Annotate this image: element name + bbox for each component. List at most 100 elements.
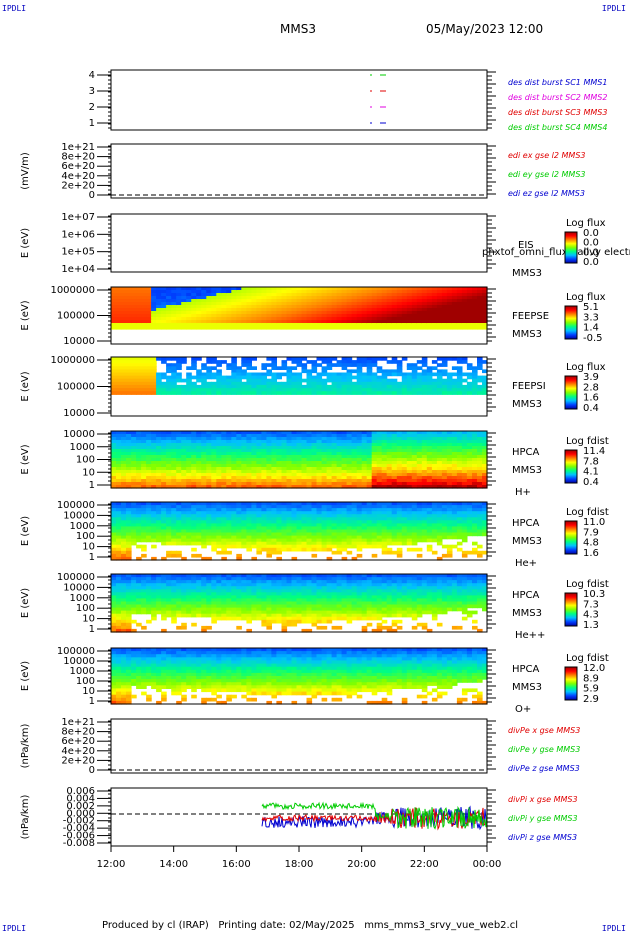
panel-hpca_hepp-colorbar-value: 1.3 <box>583 620 599 631</box>
panel-feepsi-spectrogram <box>111 357 488 395</box>
panel-eis-ytick: 1e+04 <box>61 264 95 275</box>
panel-hpca_o-right-ticks <box>108 649 496 703</box>
panel-eis-ytick: 1e+07 <box>61 212 95 223</box>
footer-credit: Produced by cl (IRAP) Printing date: 02/… <box>102 920 519 931</box>
panel-hpca_o-ytick: 100 <box>76 676 95 687</box>
panel-hpca_o-side-label: HPCA <box>512 664 540 675</box>
panel-hpca_hepp-frame <box>110 573 488 633</box>
panel-feepse-colorbar-title: Log flux <box>566 292 606 303</box>
panel-divpi-legend-item: divPi y gse MMS3 <box>508 814 578 823</box>
panel-feepse-colorbar-value: 3.3 <box>583 312 599 323</box>
panel-hpca_o-ytick: 1 <box>89 696 95 707</box>
panel-eis-mms: MMS3 <box>512 268 542 279</box>
panel-hpca_h-spectrogram <box>111 431 488 489</box>
panel-edi-ytick: 1e+21 <box>61 142 95 153</box>
panel-hpca_h-colorbar-value: 7.8 <box>583 456 599 467</box>
panel-divpe-ylabel: (nPa/km) <box>20 724 31 769</box>
panel-edi-right-ticks <box>108 145 496 195</box>
panel-hpca_he-side-label: HPCA <box>512 518 540 529</box>
panel-feepse-side-label: FEEPSE <box>512 311 549 322</box>
panel-hpca_h-colorbar-value: 0.4 <box>583 477 599 488</box>
panel-hpca_h-side-label: H+ <box>515 487 531 498</box>
panel-feepsi-ylabel: E (eV) <box>20 371 31 401</box>
panel-hpca_hepp-ytick: 1 <box>89 624 95 635</box>
panel-hpca_hepp-side-label: MMS3 <box>512 608 542 619</box>
panel-hpca_o-colorbar-value: 12.0 <box>583 663 605 674</box>
panel-eis-colorbar <box>564 231 578 264</box>
panel-feepse-colorbar-value: 1.4 <box>583 323 599 334</box>
panel-edi-ytick: 8e+20 <box>61 152 95 163</box>
plot-datetime: 05/May/2023 12:00 <box>426 22 544 36</box>
corner-label-bottom-left: IPDLI <box>2 924 27 933</box>
panel-hpca_o-ytick: 100000 <box>57 646 95 657</box>
panel-hpca_he-spectrogram <box>111 502 488 561</box>
panel-hpca_he-colorbar-title: Log fdist <box>566 507 609 518</box>
panel-divpi-ylabel: (nPa/km) <box>20 795 31 840</box>
panel-hpca_he-ytick: 100 <box>76 531 95 542</box>
panel-edi-ytick: 4e+20 <box>61 171 95 182</box>
panel-divpe-right-ticks <box>108 720 496 770</box>
panel-divpi-ytick: 0.000 <box>66 808 95 819</box>
panel-eis-overlay: phxtof_omni_flux / allvy electron to <box>482 247 630 258</box>
panel-feepsi-colorbar-value: 2.8 <box>583 382 599 393</box>
panel-hpca_o-ytick: 10 <box>82 686 95 697</box>
panel-hpca_hepp-side-label: HPCA <box>512 590 540 601</box>
panel-feepsi-side-label: MMS3 <box>512 399 542 410</box>
panel-hpca_he-colorbar-value: 4.8 <box>583 538 599 549</box>
panel-hpca_h-ytick: 1 <box>89 480 95 491</box>
panel-eis-label: EIS <box>518 240 534 251</box>
panel-hpca_h-colorbar-value: 4.1 <box>583 467 599 478</box>
panel-hpca_he-ytick: 100000 <box>57 500 95 511</box>
panel-feepsi-colorbar-value: 0.4 <box>583 403 599 414</box>
panel-feepsi-ytick: 100000 <box>57 382 95 393</box>
x-axis-tick-label: 00:00 <box>473 859 502 870</box>
panel-eis-ylabel: E (eV) <box>20 228 31 258</box>
panel-divpe-legend-item: divPe x gse MMS3 <box>508 726 580 735</box>
panel-edi-legend-item: edi ex gse l2 MMS3 <box>508 151 586 160</box>
panel-divpi-ytick: 0.006 <box>66 786 95 797</box>
panel-divpe-frame <box>110 718 488 774</box>
panel-hpca_o-colorbar-title: Log fdist <box>566 653 609 664</box>
panel-edi-ylabel: (mV/m) <box>20 152 31 190</box>
panel-divpe-ytick: 4e+20 <box>61 746 95 757</box>
x-axis-tick-label: 22:00 <box>410 859 439 870</box>
panel-feepsi-side-label: FEEPSI <box>512 381 546 392</box>
panel-divpi-legend-item: divPi x gse MMS3 <box>508 795 578 804</box>
panel-feepsi-ytick: 1000000 <box>50 355 95 366</box>
panel-hpca_hepp-ytick: 1000 <box>70 593 95 604</box>
x-axis-tick-label: 20:00 <box>347 859 376 870</box>
panel-hpca_hepp-colorbar-value: 10.3 <box>583 589 605 600</box>
panel-divpi-ytick: 0.002 <box>66 801 95 812</box>
panel-burst-legend-item: des dist burst SC1 MMS1 <box>508 78 607 87</box>
panel-hpca_o-frame <box>110 647 488 705</box>
panel-hpca_h-colorbar-value: 11.4 <box>583 446 605 457</box>
panel-hpca_he-frame <box>110 501 488 561</box>
panel-hpca_he-side-label: He+ <box>515 558 537 569</box>
panel-divpi-ytick: -0.002 <box>63 816 95 827</box>
panel-feepse-colorbar <box>564 305 578 340</box>
panel-burst-frame <box>110 69 488 131</box>
panel-hpca_h-side-label: MMS3 <box>512 465 542 476</box>
divpi-trace-2 <box>261 801 488 830</box>
panel-hpca_h-ytick: 100 <box>76 455 95 466</box>
panel-feepsi-colorbar-value: 1.6 <box>583 393 599 404</box>
panel-divpi-ytick: -0.008 <box>63 838 95 849</box>
panel-hpca_h-colorbar-title: Log fdist <box>566 436 609 447</box>
panel-burst-legend-item: des dist burst SC2 MMS2 <box>508 93 607 102</box>
x-axis-tick-label: 16:00 <box>222 859 251 870</box>
panel-edi-frame <box>110 143 488 199</box>
panel-edi-legend-item: edi ey gse l2 MMS3 <box>508 170 586 179</box>
panel-hpca_h-ytick: 10000 <box>63 429 95 440</box>
panel-eis-colorbar-value: 0.0 <box>583 228 599 239</box>
panel-hpca_o-ylabel: E (eV) <box>20 661 31 691</box>
panel-burst-marks <box>370 74 386 124</box>
panel-hpca_hepp-ytick: 100000 <box>57 572 95 583</box>
panel-eis-colorbar-title: Log flux <box>566 218 606 229</box>
panel-divpe-legend-item: divPe z gse MMS3 <box>508 764 580 773</box>
panel-hpca_h-side-label: HPCA <box>512 447 540 458</box>
divpi-trace-1 <box>261 807 488 831</box>
plot-title: MMS3 <box>280 22 316 36</box>
panel-hpca_o-colorbar <box>564 666 578 701</box>
panel-hpca_h-colorbar <box>564 449 578 484</box>
